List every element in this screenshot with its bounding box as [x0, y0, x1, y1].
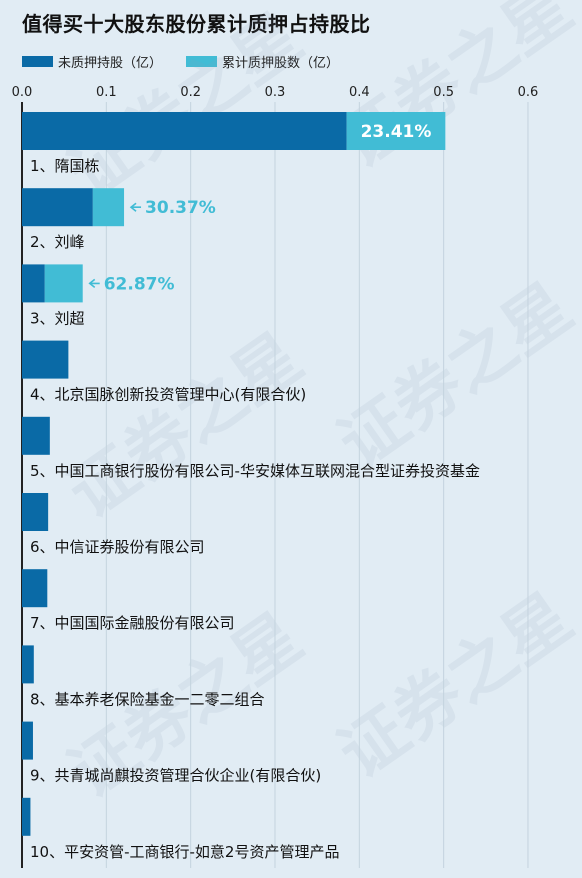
watermark-text: 证券之星: [55, 0, 315, 213]
watermark-text: 证券之星: [55, 319, 315, 533]
bar-unpledged: [22, 569, 48, 608]
legend-label-pledged: 累计质押股数（亿）: [222, 56, 340, 71]
x-tick-label: 0.2: [180, 85, 201, 100]
legend-item-pledged: 累计质押股数（亿）: [186, 52, 339, 71]
bar-pledged: [92, 188, 125, 227]
x-tick-label: 0.5: [433, 85, 454, 100]
x-tick-label: 0.0: [12, 85, 33, 100]
bar-unpledged: [22, 493, 49, 531]
category-label: 5、中国工商银行股份有限公司-华安媒体互联网混合型证券投资基金: [30, 462, 480, 480]
bar-unpledged: [22, 416, 50, 455]
bar-unpledged: [22, 645, 34, 684]
category-label: 7、中国国际金融股份有限公司: [30, 614, 235, 632]
x-tick-label: 0.6: [518, 85, 539, 100]
watermark-text: 证券之星: [325, 579, 582, 793]
watermark-text: 证券之星: [325, 269, 582, 483]
arrow-icon: [129, 202, 142, 212]
category-label: 2、刘峰: [30, 233, 85, 251]
bar-unpledged: [22, 112, 347, 150]
legend: 未质押持股（亿） 累计质押股数（亿）: [22, 52, 353, 71]
legend-item-unpledged: 未质押持股（亿）: [22, 52, 162, 71]
x-tick-label: 0.3: [265, 85, 286, 100]
bar-unpledged: [22, 340, 69, 379]
x-tick-label: 0.4: [349, 85, 370, 100]
pledge-ratio-label: 30.37%: [145, 198, 216, 218]
x-tick-label: 0.1: [96, 85, 117, 100]
category-label: 9、共青城尚麒投资管理合伙企业(有限合伙): [30, 767, 321, 785]
bar-unpledged: [22, 188, 93, 227]
arrow-icon: [88, 278, 100, 289]
legend-label-unpledged: 未质押持股（亿）: [58, 56, 163, 71]
bar-unpledged: [22, 797, 31, 836]
category-label: 8、基本养老保险基金一二零二组合: [30, 690, 265, 708]
bar-pledged: [346, 112, 446, 150]
category-label: 10、平安资管-工商银行-如意2号资产管理产品: [30, 843, 339, 861]
legend-swatch-pledged: [186, 56, 218, 67]
category-label: 4、北京国脉创新投资管理中心(有限合伙): [30, 386, 306, 404]
legend-swatch-unpledged: [22, 56, 53, 67]
bar-pledged: [44, 264, 83, 303]
pledge-ratio-label: 23.41%: [361, 122, 432, 142]
pledge-ratio-label: 62.87%: [104, 274, 175, 294]
category-label: 1、隋国栋: [30, 157, 100, 175]
bar-unpledged: [22, 721, 33, 760]
chart-title: 值得买十大股东股份累计质押占持股比: [22, 12, 371, 36]
category-label: 3、刘超: [30, 309, 85, 327]
category-label: 6、中信证券股份有限公司: [30, 538, 205, 556]
bar-unpledged: [22, 264, 45, 303]
